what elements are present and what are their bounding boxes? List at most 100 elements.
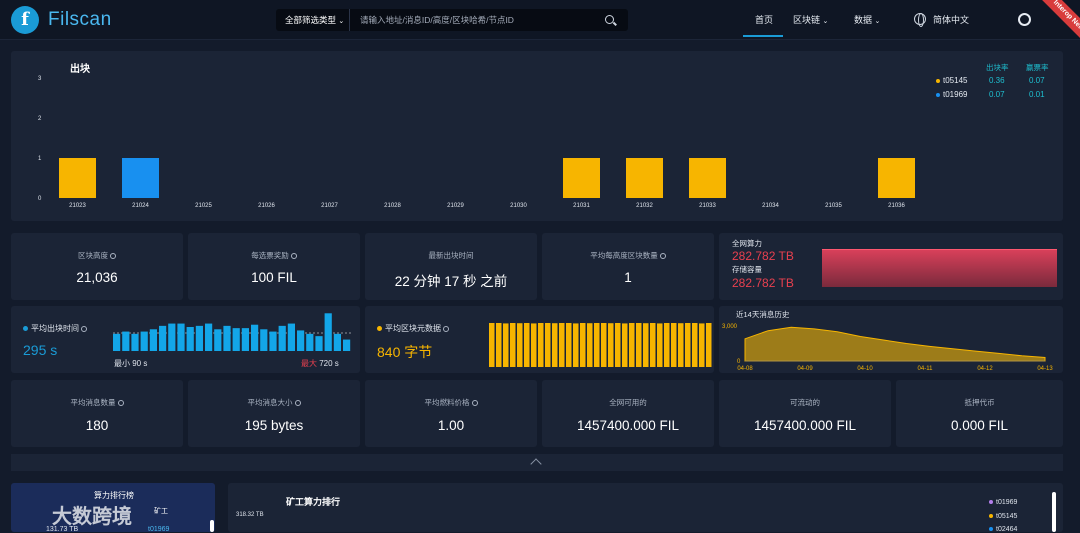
search-input[interactable]: 请输入地址/消息ID/高度/区块哈希/节点ID bbox=[360, 15, 514, 25]
block-meta-bar bbox=[706, 323, 712, 367]
info-icon[interactable] bbox=[117, 400, 124, 407]
theme-toggle-icon[interactable] bbox=[1018, 13, 1031, 26]
block-time-bar bbox=[223, 325, 231, 351]
legend-dot bbox=[989, 527, 993, 532]
search-bar: 全部筛选类型 ⌄ 请输入地址/消息ID/高度/区块哈希/节点ID bbox=[276, 9, 628, 31]
legend-win-value: 0.07 bbox=[1029, 76, 1045, 85]
legend-item-t01969[interactable]: t01969 bbox=[936, 90, 967, 99]
stat-label-text: 平均消息大小 bbox=[247, 398, 293, 407]
block-meta-bar bbox=[496, 323, 502, 367]
block-meta-bar bbox=[510, 323, 516, 367]
stat-label: 平均消息数量 bbox=[11, 397, 183, 408]
chevron-down-icon: ⌄ bbox=[338, 18, 345, 25]
block-meta-bar bbox=[692, 323, 698, 367]
min-value: 90 s bbox=[132, 359, 148, 368]
miner-legend-label: t05145 bbox=[996, 513, 1018, 520]
storage-value: 282.782 TB bbox=[732, 276, 794, 290]
legend-item-t05145[interactable]: t05145 bbox=[936, 76, 967, 85]
block-time-bar bbox=[113, 333, 121, 351]
miner-power-title: 矿工算力排行 bbox=[286, 497, 341, 507]
block-meta-bar bbox=[664, 323, 670, 367]
block-time-bar bbox=[241, 328, 249, 351]
block-time-bar bbox=[195, 325, 203, 351]
x-tick-label: 04-10 bbox=[857, 366, 873, 372]
filscan-logo-icon[interactable]: f bbox=[11, 6, 39, 34]
nav-data[interactable]: 数据 ⌄ bbox=[854, 13, 880, 26]
stat-label-text: 区块高度 bbox=[78, 251, 108, 260]
block-meta-bar bbox=[636, 323, 642, 367]
miner-legend-item[interactable]: t05145 bbox=[989, 513, 1017, 520]
miner-legend-item[interactable]: t02464 bbox=[989, 526, 1017, 533]
stat-value: 21,036 bbox=[76, 270, 118, 285]
x-tick-label: 04-11 bbox=[918, 366, 934, 372]
svg-text:0: 0 bbox=[737, 359, 741, 365]
info-icon[interactable] bbox=[81, 325, 87, 332]
block-meta-bar bbox=[699, 323, 705, 367]
stat-card-ticket-reward: 每选票奖励 100 FIL bbox=[188, 233, 360, 300]
nav-blockchain[interactable]: 区块链 ⌄ bbox=[793, 13, 828, 26]
block-meta-bar bbox=[685, 323, 691, 367]
stat-card-block-height: 区块高度 21,036 bbox=[11, 233, 183, 300]
info-icon[interactable] bbox=[290, 253, 297, 260]
collapse-bar[interactable] bbox=[11, 454, 1063, 471]
block-meta-bar bbox=[538, 323, 544, 367]
avg-block-meta-value: 840 字节 bbox=[377, 344, 433, 360]
legend-label: t01969 bbox=[943, 90, 968, 99]
avg-block-meta-label-text: 平均区块元数据 bbox=[385, 324, 441, 333]
block-time-bar bbox=[278, 325, 286, 351]
ranking-scrollbar[interactable] bbox=[210, 520, 214, 532]
legend-dot bbox=[377, 326, 382, 332]
stat-card-blocks-per-height: 平均每高度区块数量 1 bbox=[542, 233, 714, 300]
block-time-bar bbox=[260, 329, 268, 351]
search-icon[interactable] bbox=[605, 15, 614, 24]
block-meta-bar bbox=[489, 323, 495, 367]
nav-home[interactable]: 首页 bbox=[755, 15, 774, 25]
block-time-bar bbox=[186, 327, 194, 351]
stat-label-text: 抵押代币 bbox=[964, 398, 995, 407]
info-icon[interactable] bbox=[110, 253, 116, 260]
x-tick-label: 04-13 bbox=[1037, 366, 1053, 372]
miner-legend-scrollbar[interactable] bbox=[1052, 492, 1056, 532]
globe-icon[interactable] bbox=[914, 13, 926, 27]
power-value: 282.782 TB bbox=[732, 249, 794, 263]
power-ranking-panel bbox=[11, 483, 215, 532]
avg-block-meta-card: 平均区块元数据 840 字节 bbox=[365, 306, 714, 373]
stat-card-avg-gas-price: 平均燃料价格 1.00 bbox=[365, 380, 537, 447]
info-icon[interactable] bbox=[659, 253, 666, 260]
storage-label: 存储容量 bbox=[732, 265, 762, 274]
stat-value: 1457400.000 FIL bbox=[576, 418, 680, 433]
app-name[interactable]: Filscan bbox=[48, 9, 112, 30]
block-meta-bar bbox=[503, 323, 509, 367]
block-time-bar bbox=[149, 329, 157, 351]
legend-header-win: 赢票率 bbox=[1026, 63, 1049, 72]
stat-value: 180 bbox=[85, 418, 109, 433]
miner-legend-item[interactable]: t01969 bbox=[989, 499, 1017, 506]
ranking-row-value: 131.73 TB bbox=[46, 526, 79, 533]
language-switcher[interactable]: 简体中文 bbox=[933, 15, 970, 25]
stat-value: 0.000 FIL bbox=[950, 418, 1009, 433]
block-meta-bar bbox=[566, 323, 572, 367]
block-time-bar bbox=[177, 323, 185, 351]
block-meta-bar bbox=[524, 323, 530, 367]
block-time-svg bbox=[113, 313, 351, 351]
miner-power-axis-top: 318.32 TB bbox=[236, 512, 264, 518]
message-history-svg: 3,000 004-08 04-09 04-10 04-11 04-12 04-13 bbox=[722, 324, 1053, 372]
block-meta-bar bbox=[594, 323, 600, 367]
block-time-bar bbox=[297, 330, 305, 351]
block-meta-bar bbox=[601, 323, 607, 367]
stat-label: 每选票奖励 bbox=[188, 250, 360, 261]
block-meta-bar bbox=[629, 323, 635, 367]
block-meta-bar bbox=[650, 323, 656, 367]
max-label: 最大 bbox=[301, 359, 317, 368]
info-icon[interactable] bbox=[294, 400, 301, 407]
info-icon[interactable] bbox=[471, 400, 478, 407]
stat-label: 最新出块时间 bbox=[428, 251, 474, 260]
search-filter-dropdown[interactable]: 全部筛选类型 ⌄ bbox=[276, 9, 350, 31]
block-time-bar bbox=[251, 324, 259, 351]
blocks-chart-panel bbox=[11, 51, 1063, 221]
stat-label-text: 可流动的 bbox=[790, 398, 820, 407]
avg-block-time-value: 295 s bbox=[23, 342, 58, 358]
ranking-row-miner[interactable]: t01969 bbox=[148, 526, 170, 533]
info-icon[interactable] bbox=[443, 325, 449, 332]
stat-label: 平均消息大小 bbox=[188, 397, 360, 408]
